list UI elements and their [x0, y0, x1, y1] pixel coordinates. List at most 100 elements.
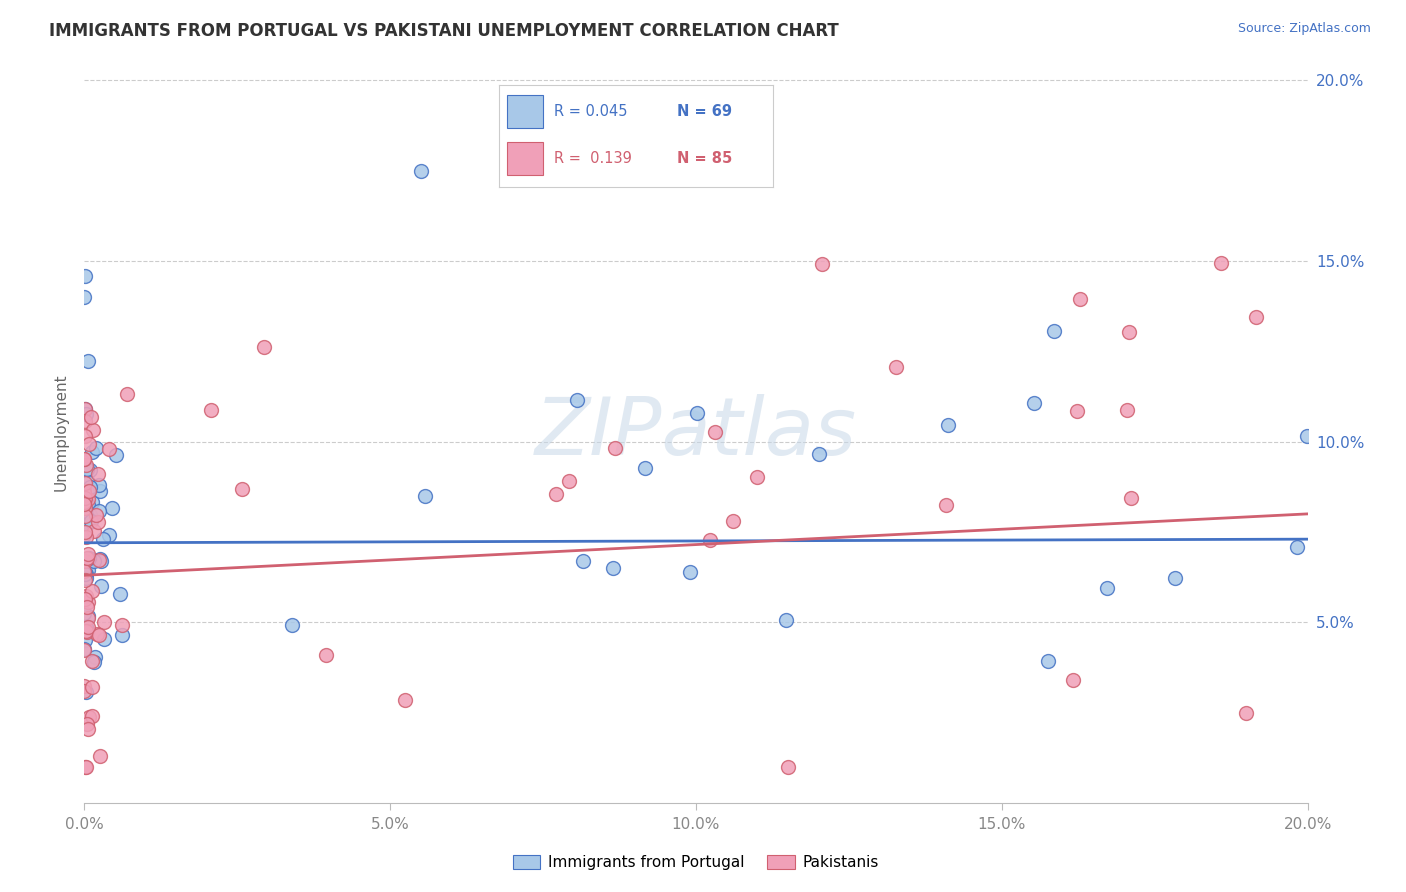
Point	[73, 554, 96, 568]
Point	[1285, 540, 1308, 554]
Point	[80, 445, 103, 459]
Point	[86, 627, 108, 641]
Point	[80, 410, 103, 425]
Point	[87, 553, 110, 567]
Point	[1164, 571, 1187, 585]
Point	[231, 482, 253, 496]
Point	[80, 495, 103, 509]
Point	[1236, 706, 1258, 720]
Text: R = 0.045: R = 0.045	[554, 103, 627, 119]
Point	[1115, 403, 1137, 417]
Point	[73, 485, 96, 500]
Point	[73, 476, 96, 491]
Point	[75, 530, 97, 544]
Point	[77, 709, 100, 723]
Point	[98, 528, 121, 542]
Y-axis label: Unemployment: Unemployment	[53, 374, 69, 491]
Point	[634, 461, 657, 475]
Point	[73, 487, 96, 501]
Point	[73, 290, 96, 304]
Point	[89, 748, 111, 763]
Point	[79, 463, 101, 477]
Point	[76, 716, 98, 731]
Point	[90, 554, 112, 568]
Point	[89, 483, 111, 498]
Point	[79, 480, 101, 494]
Point	[84, 508, 107, 522]
Point	[1022, 396, 1045, 410]
Point	[1036, 654, 1059, 668]
Point	[73, 501, 96, 516]
Point	[73, 414, 96, 428]
Point	[77, 437, 100, 451]
Point	[73, 567, 96, 582]
Point	[73, 643, 96, 657]
Point	[83, 524, 105, 538]
Point	[75, 493, 97, 508]
Point	[76, 551, 98, 566]
Point	[75, 458, 97, 473]
Point	[76, 516, 98, 531]
Point	[565, 392, 588, 407]
Point	[82, 653, 104, 667]
Point	[98, 442, 121, 457]
Point	[75, 567, 97, 582]
Point	[1119, 491, 1142, 505]
Point	[602, 561, 624, 575]
Point	[747, 470, 769, 484]
Point	[80, 681, 103, 695]
Point	[253, 340, 276, 354]
Point	[1246, 310, 1268, 324]
Text: IMMIGRANTS FROM PORTUGAL VS PAKISTANI UNEMPLOYMENT CORRELATION CHART: IMMIGRANTS FROM PORTUGAL VS PAKISTANI UN…	[49, 22, 839, 40]
Point	[73, 489, 96, 503]
Point	[77, 498, 100, 512]
Point	[603, 441, 626, 455]
Point	[76, 354, 98, 368]
Point	[75, 504, 97, 518]
Text: R =  0.139: R = 0.139	[554, 151, 631, 166]
Point	[87, 515, 110, 529]
Point	[84, 441, 107, 455]
Point	[315, 648, 337, 662]
Text: ZIPatlas: ZIPatlas	[534, 393, 858, 472]
Point	[75, 589, 97, 603]
Point	[77, 475, 100, 490]
Point	[679, 565, 702, 579]
Text: N = 69: N = 69	[678, 103, 733, 119]
Point	[394, 693, 416, 707]
Point	[75, 684, 97, 698]
Bar	[508, 95, 543, 128]
Point	[75, 760, 97, 774]
Point	[280, 617, 302, 632]
Point	[1066, 404, 1088, 418]
Point	[76, 462, 98, 476]
Point	[101, 501, 124, 516]
Point	[75, 429, 97, 443]
Point	[75, 620, 97, 634]
Point	[93, 632, 115, 647]
Point	[75, 760, 97, 774]
Point	[546, 487, 568, 501]
Point	[1118, 325, 1140, 339]
Point	[73, 497, 96, 511]
Point	[73, 401, 96, 416]
Point	[77, 722, 100, 736]
Point	[935, 498, 957, 512]
Point	[73, 528, 96, 542]
Point	[73, 488, 96, 502]
Point	[77, 484, 100, 499]
Point	[699, 533, 721, 548]
Point	[76, 600, 98, 615]
Point	[73, 495, 96, 509]
Point	[1209, 256, 1232, 270]
Point	[77, 608, 100, 623]
Point	[75, 516, 97, 530]
Point	[76, 611, 98, 625]
Bar	[508, 142, 543, 175]
Point	[73, 452, 96, 467]
Point	[73, 633, 96, 648]
Point	[75, 268, 97, 283]
Point	[75, 402, 97, 417]
Point	[73, 680, 96, 694]
Point	[91, 533, 114, 547]
